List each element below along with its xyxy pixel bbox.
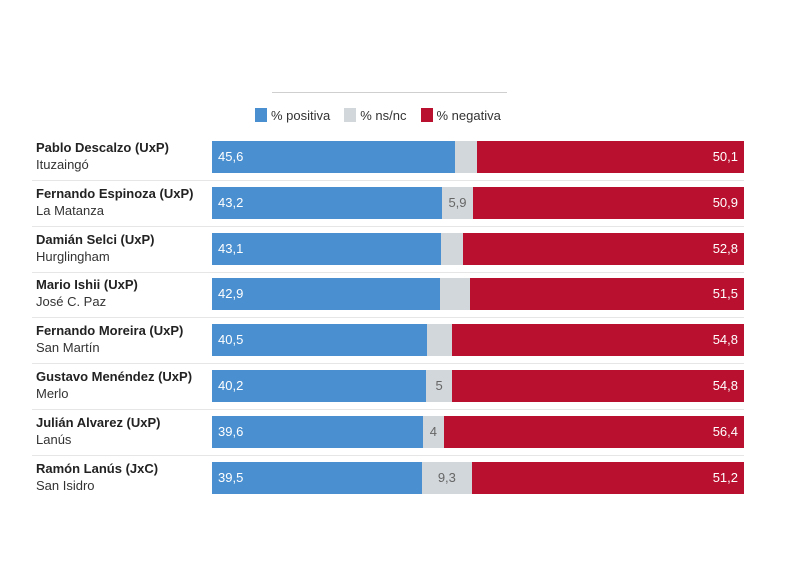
bar-row: Fernando Espinoza (UxP) La Matanza 43,2 5,9… <box>32 184 744 224</box>
row-divider <box>32 225 744 227</box>
row-place-name: Hurglingham <box>36 248 110 264</box>
bar-label-positive: 43,2 <box>218 194 244 210</box>
row-candidate-name: Mario Ishii (UxP) <box>36 277 138 293</box>
bar-label-nsnc: 5 <box>435 378 443 393</box>
bar-segment-negative <box>452 370 744 402</box>
bar-label-nsnc: 9,3 <box>437 469 456 485</box>
bar-segment-positive <box>212 415 423 448</box>
bar-row: Damián Selci (UxP) Hurglingham 43,1 52,8 <box>32 230 744 270</box>
row-candidate-name: Fernando Moreira (UxP) <box>36 323 184 339</box>
bar-segment-positive <box>212 278 441 311</box>
bar-segment-nsnc <box>422 461 472 494</box>
row-divider <box>32 409 744 410</box>
bar-segment-nsnc <box>422 415 444 448</box>
row-divider <box>32 363 744 365</box>
stacked-bar: 39,6 4 56,4 <box>212 415 744 448</box>
stacked-bar: 40,2 5 54,8 <box>212 370 744 402</box>
bar-segment-negative <box>470 278 744 311</box>
bar-row: Gustavo Menéndez (UxP) Merlo 40,2 5 54,8 <box>32 367 744 407</box>
bar-segment-negative <box>477 141 744 173</box>
bar-segment-positive <box>212 232 442 265</box>
legend-item-negative: % negativa <box>420 107 501 123</box>
legend-item-positive: % positiva <box>255 108 330 123</box>
legend-swatch-positive <box>255 108 267 122</box>
bar-row: Ramón Lanús (JxC) San Isidro 39,5 9,3 51,2 <box>32 459 744 499</box>
bar-segment-positive <box>212 461 423 494</box>
row-candidate-name: Pablo Descalzo (UxP) <box>36 140 169 155</box>
bar-label-negative: 50,9 <box>712 194 738 210</box>
bar-label-positive: 39,5 <box>218 469 244 485</box>
bar-label-negative: 54,8 <box>712 378 738 393</box>
bar-segment-nsnc <box>440 278 470 311</box>
row-divider <box>32 454 744 456</box>
bar-segment-negative <box>443 415 744 448</box>
bar-label-positive: 42,9 <box>218 286 244 302</box>
stacked-bar: 45,6 50,1 <box>212 141 744 173</box>
bar-label-negative: 52,8 <box>712 240 738 256</box>
legend-label-positive: % positiva <box>271 107 331 123</box>
bar-label-positive: 40,5 <box>218 332 244 348</box>
row-candidate-name: Ramón Lanús (JxC) <box>36 460 159 476</box>
bar-segment-negative <box>473 186 744 219</box>
bar-label-positive: 45,6 <box>218 149 244 164</box>
bar-row: Fernando Moreira (UxP) San Martín 40,5 54,8 <box>32 321 744 361</box>
bar-segment-negative <box>452 324 744 357</box>
bar-segment-nsnc <box>454 141 478 173</box>
row-place-name: La Matanza <box>36 202 104 218</box>
row-candidate-name: Gustavo Menéndez (UxP) <box>36 369 193 384</box>
legend-item-nsnc: % ns/nc <box>344 107 407 123</box>
row-place-name: Lanús <box>36 431 72 447</box>
row-divider <box>32 180 744 181</box>
bar-segment-nsnc <box>425 370 453 402</box>
bar-segment-negative <box>463 232 744 265</box>
legend-swatch-nsnc <box>344 108 357 122</box>
bar-label-positive: 39,6 <box>218 423 244 439</box>
row-place-name: Merlo <box>36 386 69 401</box>
bar-label-negative: 56,4 <box>712 423 738 439</box>
stacked-bar: 40,5 54,8 <box>212 324 744 357</box>
bar-segment-nsnc <box>427 324 453 357</box>
stacked-bar: 43,1 52,8 <box>212 232 744 265</box>
row-place-name: José C. Paz <box>36 294 107 310</box>
bar-row: Mario Ishii (UxP) José C. Paz 42,9 51,5 <box>32 275 744 315</box>
stacked-bar: 39,5 9,3 51,2 <box>212 461 744 494</box>
row-divider <box>32 271 744 273</box>
bar-segment-positive <box>212 370 426 402</box>
legend-label-nsnc: % ns/nc <box>360 107 407 123</box>
bar-label-negative: 50,1 <box>712 149 738 164</box>
bar-label-nsnc: 5,9 <box>448 194 467 210</box>
bar-label-positive: 43,1 <box>218 240 244 256</box>
stacked-bar: 43,2 5,9 50,9 <box>212 186 744 219</box>
bar-segment-negative <box>471 461 744 494</box>
legend-label-negative: % negativa <box>436 107 501 123</box>
row-candidate-name: Julián Alvarez (UxP) <box>36 414 161 430</box>
bar-label-nsnc: 4 <box>429 423 437 439</box>
bar-segment-nsnc <box>441 186 474 219</box>
bar-row: Julián Alvarez (UxP) Lanús 39,6 4 56,4 <box>32 413 744 453</box>
bar-segment-nsnc <box>441 232 464 265</box>
row-candidate-name: Damián Selci (UxP) <box>36 231 155 247</box>
row-place-name: San Isidro <box>36 477 95 493</box>
row-place-name: San Martín <box>36 340 100 356</box>
bar-segment-positive <box>212 141 455 173</box>
bar-segment-positive <box>212 324 428 357</box>
bar-row: Pablo Descalzo (UxP) Ituzaingó 45,6 50,1 <box>32 138 744 178</box>
row-divider <box>32 317 744 319</box>
bar-label-positive: 40,2 <box>218 378 244 393</box>
stacked-bar: 42,9 51,5 <box>212 278 744 311</box>
legend-swatch-negative <box>420 108 433 122</box>
row-place-name: Ituzaingó <box>36 157 89 172</box>
bar-segment-positive <box>212 186 442 219</box>
top-rule <box>272 92 507 93</box>
legend: % positiva % ns/nc % negativa <box>255 106 501 124</box>
bar-label-negative: 51,5 <box>712 286 738 302</box>
bar-label-negative: 54,8 <box>712 332 738 348</box>
row-candidate-name: Fernando Espinoza (UxP) <box>36 185 194 201</box>
bar-label-negative: 51,2 <box>712 469 738 485</box>
